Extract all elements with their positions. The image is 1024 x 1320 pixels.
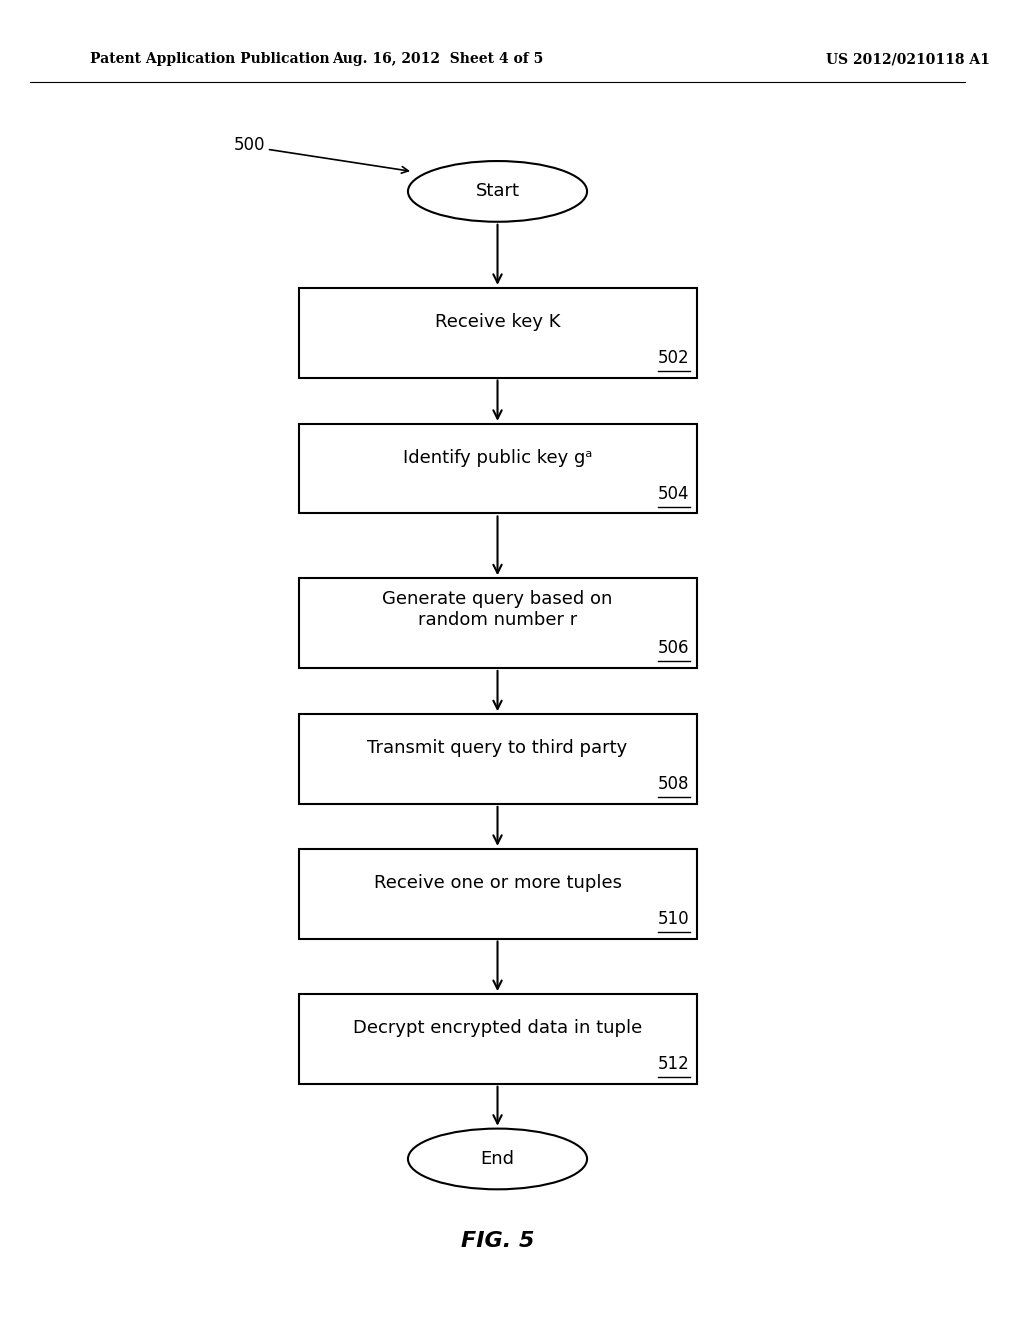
Text: Transmit query to third party: Transmit query to third party bbox=[368, 739, 628, 758]
Text: Receive key K: Receive key K bbox=[435, 313, 560, 331]
Text: 504: 504 bbox=[658, 484, 689, 503]
Text: 506: 506 bbox=[658, 639, 689, 657]
Text: Start: Start bbox=[475, 182, 519, 201]
Text: FIG. 5: FIG. 5 bbox=[461, 1230, 535, 1251]
Text: Patent Application Publication: Patent Application Publication bbox=[89, 53, 329, 66]
Text: Identify public key gᵃ: Identify public key gᵃ bbox=[402, 449, 592, 467]
FancyBboxPatch shape bbox=[299, 994, 696, 1084]
Text: 510: 510 bbox=[658, 909, 689, 928]
Text: Receive one or more tuples: Receive one or more tuples bbox=[374, 874, 622, 892]
FancyBboxPatch shape bbox=[299, 714, 696, 804]
Text: 508: 508 bbox=[658, 775, 689, 793]
Text: Generate query based on
random number r: Generate query based on random number r bbox=[382, 590, 612, 630]
FancyBboxPatch shape bbox=[299, 288, 696, 378]
FancyBboxPatch shape bbox=[299, 578, 696, 668]
FancyBboxPatch shape bbox=[299, 424, 696, 513]
Text: Decrypt encrypted data in tuple: Decrypt encrypted data in tuple bbox=[353, 1019, 642, 1038]
Ellipse shape bbox=[408, 161, 587, 222]
Ellipse shape bbox=[408, 1129, 587, 1189]
Text: End: End bbox=[480, 1150, 514, 1168]
FancyBboxPatch shape bbox=[299, 849, 696, 939]
Text: US 2012/0210118 A1: US 2012/0210118 A1 bbox=[826, 53, 990, 66]
Text: Aug. 16, 2012  Sheet 4 of 5: Aug. 16, 2012 Sheet 4 of 5 bbox=[332, 53, 544, 66]
Text: 512: 512 bbox=[657, 1055, 689, 1073]
Text: 502: 502 bbox=[658, 348, 689, 367]
Text: 500: 500 bbox=[233, 136, 265, 154]
